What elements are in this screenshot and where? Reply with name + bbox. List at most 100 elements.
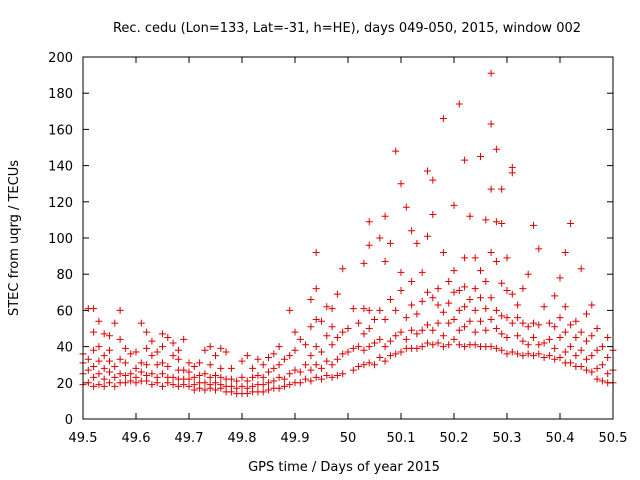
data-point [471,285,479,293]
data-point [302,375,310,383]
data-point [492,258,500,266]
data-point [148,370,156,378]
data-point [100,364,108,372]
data-point [487,120,495,128]
data-point [90,305,98,313]
data-point [535,321,543,329]
data-point [561,328,569,336]
data-point [418,297,426,305]
data-point [386,239,394,247]
y-tick-label: 0 [65,413,73,428]
data-point [318,364,325,372]
data-point [190,381,198,389]
data-point [556,353,564,361]
data-point [471,328,479,336]
data-point [583,366,590,374]
data-point [265,379,272,387]
data-point [514,332,522,340]
data-point [503,286,511,294]
data-point [530,352,537,360]
data-point [424,167,431,175]
data-point [291,366,299,374]
data-point [153,373,161,381]
data-point [551,323,559,331]
data-point [238,382,246,390]
data-point [365,343,373,351]
data-point [588,332,596,340]
data-point [95,381,103,389]
data-point [445,277,453,285]
data-point [318,317,325,325]
data-point [360,259,368,267]
data-point [365,241,373,249]
data-point [397,328,405,336]
data-point [291,346,299,354]
data-point [95,343,103,351]
data-point [333,372,341,380]
data-point [90,382,98,390]
data-point [434,285,442,293]
data-point [349,305,357,313]
data-point [148,352,156,360]
data-point [328,373,336,381]
data-point [588,352,596,360]
data-point [307,296,315,304]
x-tick-label: 49.9 [281,431,310,446]
data-point [439,248,447,256]
y-tick-label: 100 [48,232,73,247]
data-point [275,361,283,369]
data-point [535,341,543,349]
data-point [561,248,569,256]
data-point [471,341,479,349]
data-point [598,343,606,351]
y-tick-label: 120 [48,196,73,211]
data-point [201,379,209,387]
data-point [455,100,463,108]
x-tick-label: 50.2 [440,431,469,446]
data-point [169,339,177,347]
data-point [296,368,304,376]
data-point [524,323,532,331]
data-point [217,373,225,381]
y-axis-label: STEC from uqrg / TECUs [7,160,22,316]
data-point [339,370,347,378]
data-point [222,348,230,356]
data-point [450,315,458,323]
y-tick-labels: 0 20 40 60 80 100 120 140 160 180 200 [48,51,73,428]
data-point [583,337,590,345]
data-point [471,306,479,314]
data-point [445,341,453,349]
data-point [333,290,341,298]
data-point [243,384,251,392]
y-tick-label: 200 [48,51,73,66]
data-point [227,382,235,390]
data-point [291,328,299,336]
data-point [259,373,267,381]
data-point [153,361,161,369]
data-point [413,310,421,318]
data-point [429,294,437,302]
data-point [164,334,172,342]
data-point [254,372,262,380]
data-point [159,370,166,378]
data-point [217,381,225,389]
data-point [392,306,400,314]
data-point [577,328,585,336]
data-point [275,343,283,351]
data-point [90,346,98,354]
data-point [312,343,320,351]
data-point [429,210,437,218]
data-point [397,268,405,276]
data-point [196,372,204,380]
data-point [561,348,569,356]
data-point [450,201,458,209]
data-point [95,317,103,325]
data-point [371,339,378,347]
data-point [445,319,453,327]
data-point [461,156,469,164]
data-point [365,325,373,332]
data-point [265,368,272,376]
data-point [530,334,537,342]
data-point [318,375,325,383]
data-point [503,350,511,358]
